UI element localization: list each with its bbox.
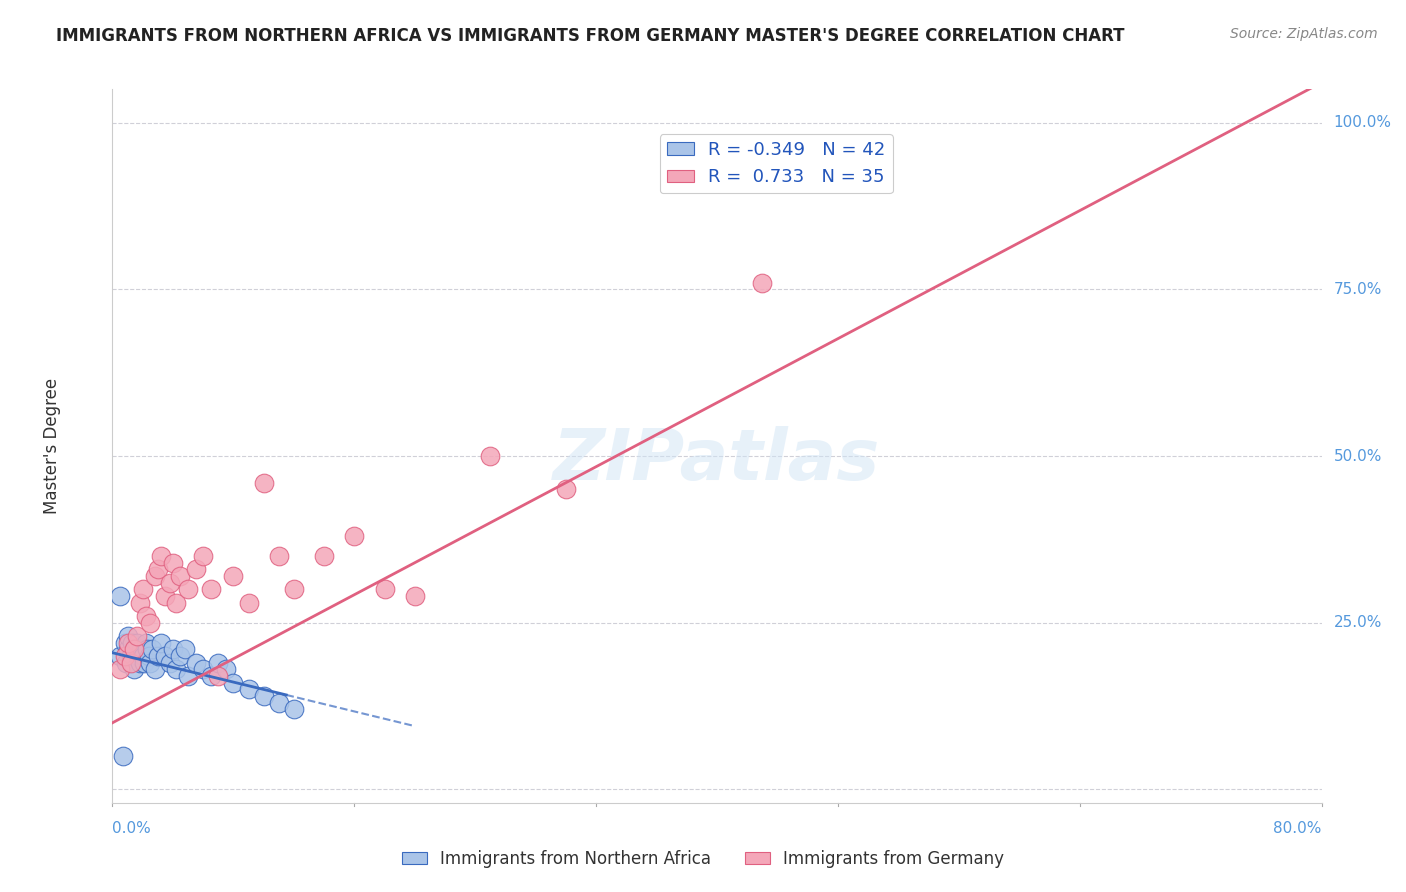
Point — [184, 562, 207, 576]
Text: 75.0%: 75.0% — [1334, 282, 1382, 297]
Text: 100.0%: 100.0% — [1334, 115, 1392, 130]
Point — [162, 642, 184, 657]
Point — [159, 575, 181, 590]
Point — [165, 662, 187, 676]
Point — [132, 582, 155, 597]
Point — [117, 636, 139, 650]
Point — [207, 656, 229, 670]
Point — [184, 656, 207, 670]
Point — [162, 556, 184, 570]
Point — [143, 569, 166, 583]
Point — [149, 549, 172, 563]
Text: Master's Degree: Master's Degree — [44, 378, 60, 514]
Point — [177, 669, 200, 683]
Point — [169, 569, 191, 583]
Point — [122, 642, 145, 657]
Point — [135, 609, 157, 624]
Point — [191, 549, 214, 563]
Text: 25.0%: 25.0% — [1334, 615, 1382, 631]
Point — [112, 749, 135, 764]
Point — [191, 662, 214, 676]
Point — [165, 596, 187, 610]
Point — [108, 589, 131, 603]
Point — [127, 649, 149, 664]
Point — [108, 649, 131, 664]
Point — [159, 656, 181, 670]
Point — [143, 662, 166, 676]
Point — [174, 642, 197, 657]
Point — [149, 636, 172, 650]
Point — [238, 596, 260, 610]
Point — [128, 656, 150, 670]
Point — [129, 642, 152, 657]
Point — [125, 636, 148, 650]
Point — [207, 669, 229, 683]
Point — [554, 483, 576, 497]
Point — [215, 662, 238, 676]
Point — [125, 629, 148, 643]
Point — [479, 449, 502, 463]
Text: ZIPatlas: ZIPatlas — [554, 425, 880, 495]
Point — [314, 549, 336, 563]
Legend: Immigrants from Northern Africa, Immigrants from Germany: Immigrants from Northern Africa, Immigra… — [395, 844, 1011, 875]
Point — [177, 582, 200, 597]
Text: 80.0%: 80.0% — [1274, 821, 1322, 836]
Point — [200, 582, 222, 597]
Point — [200, 669, 222, 683]
Point — [120, 649, 142, 664]
Point — [222, 675, 245, 690]
Point — [283, 702, 305, 716]
Point — [120, 656, 142, 670]
Point — [135, 636, 157, 650]
Point — [343, 529, 366, 543]
Point — [155, 649, 177, 664]
Text: 50.0%: 50.0% — [1334, 449, 1382, 464]
Point — [404, 589, 426, 603]
Point — [117, 629, 139, 643]
Point — [124, 642, 146, 657]
Point — [253, 475, 276, 490]
Point — [121, 636, 143, 650]
Point — [253, 689, 276, 703]
Point — [138, 649, 160, 664]
Point — [108, 662, 131, 676]
Point — [267, 696, 290, 710]
Point — [115, 656, 138, 670]
Point — [139, 656, 162, 670]
Point — [146, 649, 169, 664]
Point — [114, 649, 136, 664]
Point — [169, 649, 191, 664]
Text: IMMIGRANTS FROM NORTHERN AFRICA VS IMMIGRANTS FROM GERMANY MASTER'S DEGREE CORRE: IMMIGRANTS FROM NORTHERN AFRICA VS IMMIG… — [56, 27, 1125, 45]
Point — [132, 649, 155, 664]
Point — [114, 636, 136, 650]
Point — [283, 582, 305, 597]
Text: Source: ZipAtlas.com: Source: ZipAtlas.com — [1230, 27, 1378, 41]
Point — [139, 615, 162, 630]
Point — [374, 582, 396, 597]
Legend: R = -0.349   N = 42, R =  0.733   N = 35: R = -0.349 N = 42, R = 0.733 N = 35 — [659, 134, 893, 194]
Point — [136, 642, 159, 657]
Point — [155, 589, 177, 603]
Point — [222, 569, 245, 583]
Point — [134, 656, 156, 670]
Point — [122, 662, 145, 676]
Point — [267, 549, 290, 563]
Point — [117, 642, 139, 657]
Point — [751, 276, 773, 290]
Point — [128, 596, 150, 610]
Point — [141, 642, 163, 657]
Point — [146, 562, 169, 576]
Point — [238, 682, 260, 697]
Text: 0.0%: 0.0% — [112, 821, 152, 836]
